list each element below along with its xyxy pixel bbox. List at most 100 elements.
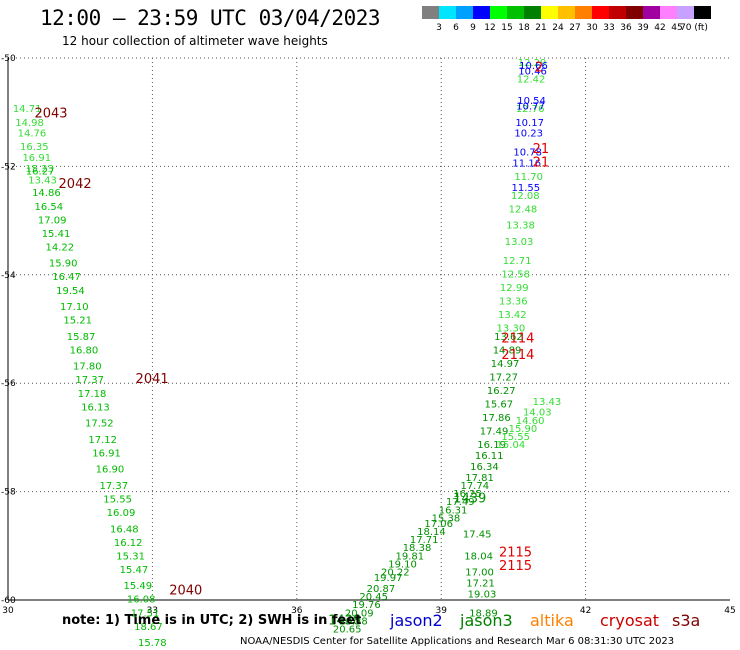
colorbar-label: 3 bbox=[436, 23, 442, 33]
y-tick-label: -58 bbox=[1, 488, 16, 498]
wave-height-value: 17.81 bbox=[465, 473, 494, 484]
wave-height-value: 19.03 bbox=[468, 589, 497, 600]
pass-number-label: 1438 bbox=[328, 613, 361, 628]
y-tick-label: -56 bbox=[1, 379, 16, 389]
wave-height-value: 16.54 bbox=[34, 202, 63, 213]
wave-height-value: 16.12 bbox=[114, 538, 143, 549]
pass-number-label: 2040 bbox=[169, 584, 202, 599]
pass-number-label: 2115 bbox=[499, 559, 532, 574]
wave-height-value: 17.71 bbox=[410, 535, 439, 546]
wave-height-value: 20.09 bbox=[345, 608, 374, 619]
colorbar-label: 15 bbox=[501, 23, 512, 33]
wave-height-value: 14.89 bbox=[493, 345, 522, 356]
x-tick-label: 33 bbox=[147, 606, 158, 616]
wave-height-value: 16.47 bbox=[52, 272, 81, 283]
wave-height-value: 13.38 bbox=[506, 221, 535, 232]
wave-height-value: 16.27 bbox=[487, 386, 516, 397]
colorbar-swatch bbox=[541, 6, 558, 19]
wave-height-value: 11.16 bbox=[512, 158, 541, 169]
wave-height-value: 13.42 bbox=[498, 310, 527, 321]
wave-height-value: 10.23 bbox=[514, 129, 543, 140]
wave-height-value: 17.18 bbox=[78, 389, 107, 400]
wave-height-value: 16.27 bbox=[26, 167, 55, 178]
pass-number-label: 2114 bbox=[501, 332, 534, 347]
colorbar-swatch bbox=[524, 6, 541, 19]
wave-height-value: 17.06 bbox=[424, 519, 453, 530]
y-tick-label: -54 bbox=[1, 271, 16, 281]
wave-height-value: 18.14 bbox=[417, 527, 446, 538]
colorbar-label: 6 bbox=[453, 23, 459, 33]
wave-height-value: 16.25 bbox=[453, 489, 482, 500]
footer-credit: NOAA/NESDIS Center for Satellite Applica… bbox=[240, 636, 674, 647]
x-tick-label: 39 bbox=[435, 606, 447, 616]
wave-height-value: 11.70 bbox=[514, 172, 543, 183]
colorbar-swatch bbox=[592, 6, 609, 19]
wave-height-value: 16.31 bbox=[439, 505, 468, 516]
colorbar-swatch bbox=[422, 6, 439, 19]
wave-height-value: 14.97 bbox=[491, 359, 520, 370]
pass-number-label: 2115 bbox=[499, 546, 532, 561]
pass-number-label: 21 bbox=[533, 142, 550, 157]
wave-height-value: 17.10 bbox=[60, 302, 89, 313]
pass-number-label: 2114 bbox=[501, 348, 534, 363]
y-tick-label: -52 bbox=[1, 162, 16, 172]
colorbar-label: 33 bbox=[603, 23, 614, 33]
satellite-legend-s3a: s3a bbox=[672, 611, 700, 630]
colorbar-swatch bbox=[609, 6, 626, 19]
wave-height-value: 17.21 bbox=[466, 578, 495, 589]
wave-height-value: 19.97 bbox=[374, 573, 403, 584]
wave-height-value: 15.41 bbox=[42, 229, 71, 240]
colorbar-label: 42 bbox=[654, 23, 665, 33]
colorbar-swatch bbox=[660, 6, 677, 19]
x-tick-label: 42 bbox=[580, 606, 591, 616]
wave-height-value: 15.23 bbox=[25, 164, 54, 175]
wave-height-value: 15.04 bbox=[497, 440, 526, 451]
colorbar-swatch bbox=[677, 6, 694, 19]
page-subtitle: 12 hour collection of altimeter wave hei… bbox=[62, 34, 328, 48]
wave-height-value: 17.37 bbox=[99, 481, 128, 492]
wave-height-value: 12.08 bbox=[511, 191, 540, 202]
wave-height-value: 15.87 bbox=[67, 332, 96, 343]
pass-number-label: 1439 bbox=[453, 491, 486, 506]
satellite-legend: jason2 jason3 altika cryosat s3a bbox=[389, 611, 700, 630]
wave-height-value: 16.90 bbox=[96, 465, 125, 476]
wave-height-value: 17.49 bbox=[446, 497, 475, 508]
wave-height-value: 11.55 bbox=[511, 183, 540, 194]
wave-height-value: 15.38 bbox=[432, 513, 461, 524]
wave-height-value: 12.99 bbox=[500, 283, 529, 294]
wave-height-value: 14.60 bbox=[516, 416, 545, 427]
wave-height-value: 17.51 bbox=[131, 608, 160, 619]
chart-data-points: 14.7114.9814.7616.3516.9115.2313.4316.27… bbox=[13, 58, 561, 649]
colorbar-swatch bbox=[626, 6, 643, 19]
page-title: 12:00 — 23:59 UTC 03/04/2023 bbox=[40, 6, 381, 30]
colorbar-label: 45 bbox=[671, 23, 682, 33]
wave-height-value: 19.10 bbox=[388, 559, 417, 570]
colorbar-swatch bbox=[694, 6, 711, 19]
wave-height-value: 13.03 bbox=[505, 237, 534, 248]
wave-height-value: 16.09 bbox=[107, 508, 136, 519]
wave-height-value: 10.78 bbox=[513, 148, 542, 159]
wave-height-value: 14.76 bbox=[18, 129, 47, 140]
wave-height-value: 10.54 bbox=[517, 96, 546, 107]
wave-height-value: 14.03 bbox=[523, 408, 552, 419]
wave-height-value: 13.43 bbox=[28, 176, 57, 187]
wave-height-value: 18.38 bbox=[403, 543, 432, 554]
wave-height-value: 12.48 bbox=[509, 204, 538, 215]
wave-height-value: 15.55 bbox=[103, 494, 132, 505]
colorbar-label: 70 (ft) bbox=[680, 23, 708, 33]
x-tick-label: 30 bbox=[2, 606, 14, 616]
pass-number-label: 2042 bbox=[59, 177, 92, 192]
y-tick-label: -60 bbox=[1, 596, 16, 606]
satellite-legend-jason3: jason3 bbox=[459, 611, 513, 630]
wave-height-value: 13.30 bbox=[497, 324, 526, 335]
satellite-legend-cryosat: cryosat bbox=[600, 611, 659, 630]
wave-height-value: 17.37 bbox=[75, 375, 104, 386]
wave-height-value: 17.45 bbox=[463, 530, 492, 541]
colorbar-label: 9 bbox=[470, 23, 476, 33]
wave-height-value: 12.58 bbox=[501, 270, 530, 281]
wave-height-value: 13.36 bbox=[499, 297, 528, 308]
wave-height-value: 20.45 bbox=[359, 592, 388, 603]
wave-height-value: 15.90 bbox=[49, 259, 78, 270]
